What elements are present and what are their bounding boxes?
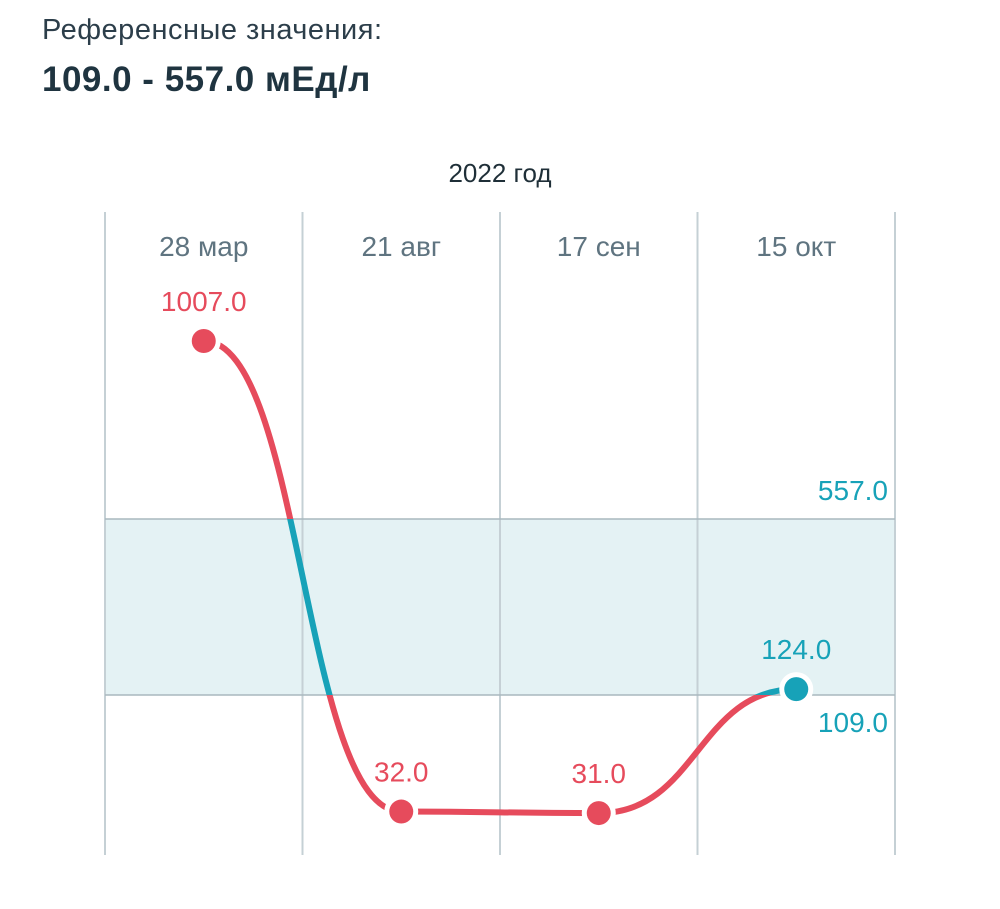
reference-values-label: Референсные значения:	[42, 14, 383, 46]
reference-range-value: 109.0 - 557.0 мЕд/л	[42, 60, 371, 99]
year-label: 2022 год	[448, 158, 552, 188]
x-tick-label: 28 мар	[159, 231, 248, 262]
x-tick-label: 15 окт	[756, 231, 836, 262]
data-points	[186, 324, 814, 831]
data-label: 124.0	[761, 634, 831, 665]
series-segment	[398, 808, 602, 817]
data-point[interactable]	[191, 329, 216, 353]
data-label: 32.0	[374, 757, 429, 788]
x-tick-label: 17 сен	[557, 231, 641, 262]
data-point[interactable]	[784, 677, 809, 702]
x-tick-label: 21 авг	[361, 231, 441, 262]
series-segment-in-range	[287, 519, 333, 695]
series-line	[200, 338, 800, 817]
data-point[interactable]	[389, 799, 414, 824]
data-label: 1007.0	[161, 286, 247, 317]
data-labels: 1007.0 32.0 31.0 124.0	[161, 286, 831, 789]
x-tick-labels: 28 мар 21 авг 17 сен 15 окт	[159, 231, 836, 262]
data-label: 31.0	[572, 758, 627, 789]
data-point[interactable]	[586, 801, 611, 826]
grid-lines	[104, 212, 896, 855]
reference-high-label: 557.0	[818, 475, 888, 506]
reference-low-label: 109.0	[818, 707, 888, 738]
series-segment	[595, 686, 800, 817]
